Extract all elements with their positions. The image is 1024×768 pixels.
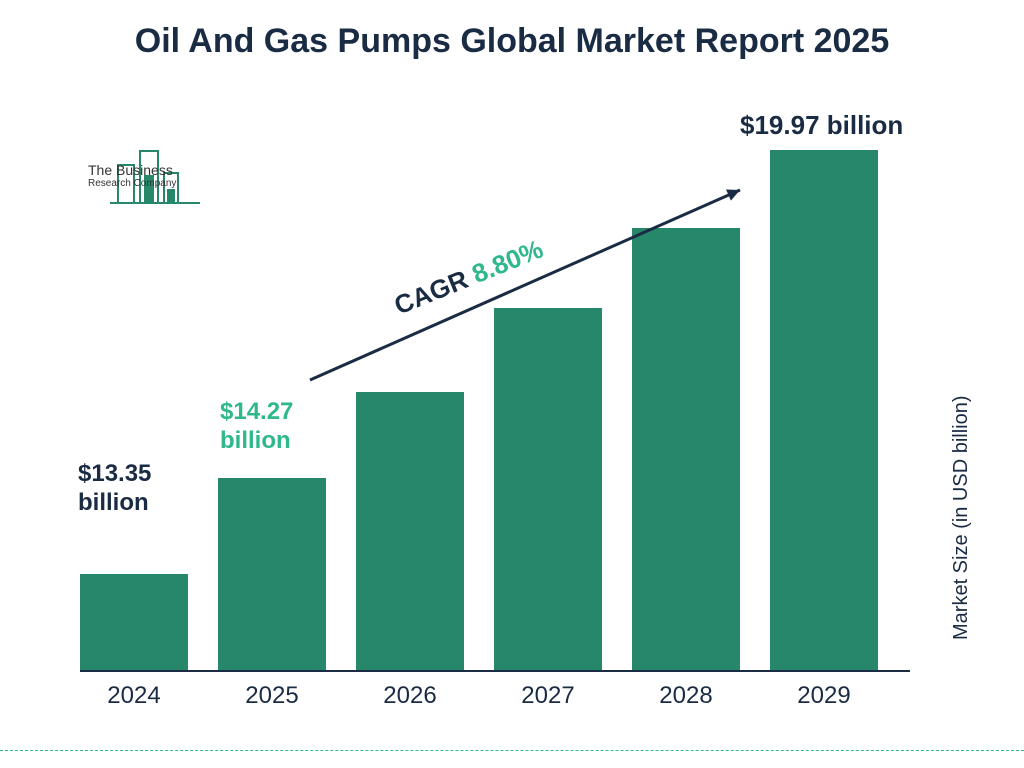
x-label-2027: 2027: [494, 682, 602, 710]
y-axis-label: Market Size (in USD billion): [950, 360, 973, 640]
x-label-2029: 2029: [770, 682, 878, 710]
x-label-2025: 2025: [218, 682, 326, 710]
x-label-2026: 2026: [356, 682, 464, 710]
footer-dashed-line: [0, 750, 1024, 751]
page-root: Oil And Gas Pumps Global Market Report 2…: [0, 0, 1024, 768]
value-label-0: $13.35 billion: [78, 460, 188, 518]
x-label-2028: 2028: [632, 682, 740, 710]
value-label-1: $14.27 billion: [220, 398, 330, 456]
value-label-2: $19.97 billion: [740, 110, 940, 141]
x-label-2024: 2024: [80, 682, 188, 710]
